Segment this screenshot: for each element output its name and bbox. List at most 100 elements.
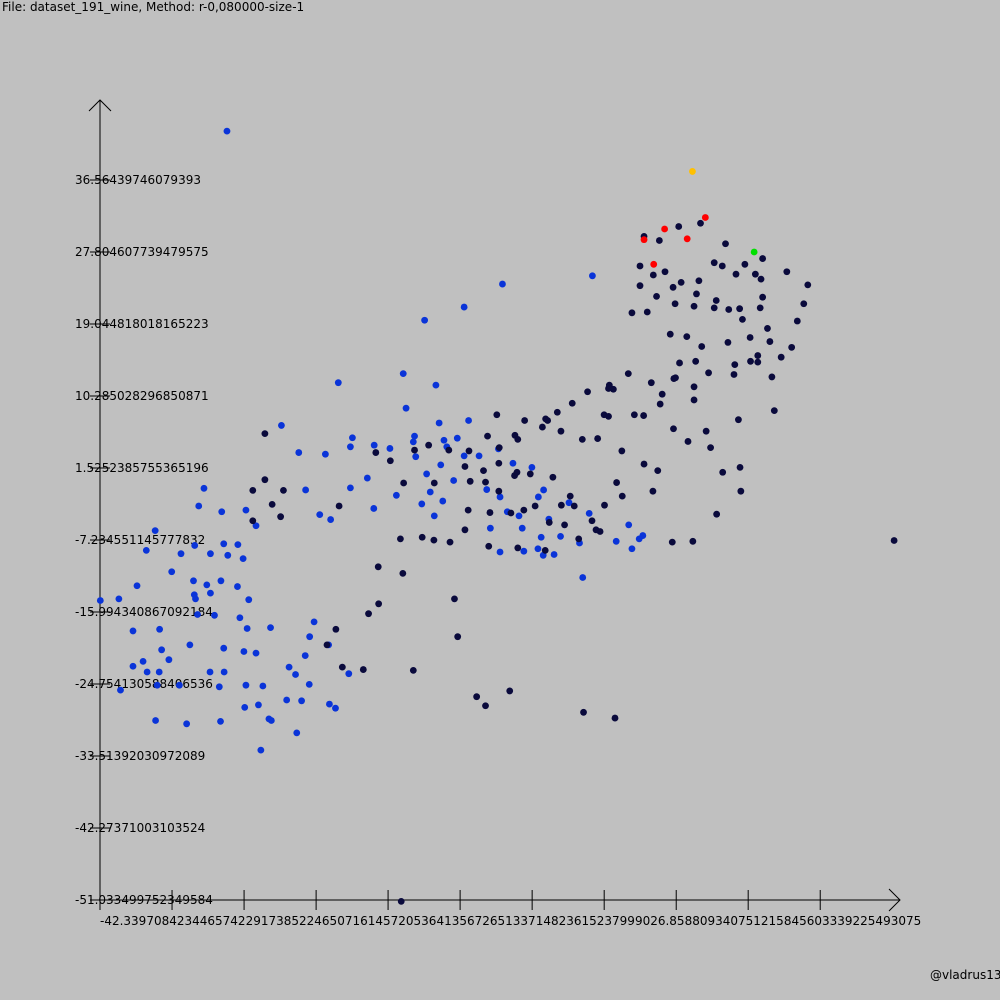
data-point-blue [234, 541, 242, 549]
data-point-navy [707, 444, 714, 452]
data-point-navy [643, 308, 651, 316]
data-point-navy [739, 315, 746, 323]
x-axis-tick-labels: -42.339708423446574229173852246507161457… [100, 914, 921, 928]
data-point-navy [557, 501, 565, 509]
data-point-blue [450, 477, 458, 484]
data-point-blue [133, 582, 141, 590]
data-point-red [661, 225, 669, 233]
data-point-blue [440, 436, 448, 444]
data-point-blue [203, 581, 211, 589]
data-point-navy [461, 463, 469, 470]
file-caption: File: dataset_191_wine, Method: r-0,0800… [2, 0, 305, 14]
data-point-navy [705, 369, 712, 377]
data-point-navy [890, 537, 898, 544]
data-point-navy [683, 333, 691, 341]
data-point-navy [669, 283, 677, 291]
data-point-navy [507, 509, 515, 517]
data-point-navy [495, 459, 503, 467]
data-point-blue [115, 595, 123, 603]
data-point-navy [506, 687, 514, 695]
data-point-blue [217, 577, 225, 585]
data-point-navy [690, 302, 698, 310]
data-point-blue [158, 646, 166, 654]
data-point-blue [421, 316, 429, 324]
data-point-blue [332, 704, 339, 712]
data-point-blue [155, 668, 163, 676]
data-point-blue [499, 280, 506, 288]
data-point-navy [670, 425, 677, 433]
data-point-blue [565, 499, 573, 507]
data-point-blue [298, 697, 305, 705]
data-point-navy [513, 468, 521, 476]
data-point-navy [718, 262, 726, 270]
data-point-blue [430, 512, 438, 520]
data-point-blue [423, 470, 431, 478]
data-point-blue [211, 611, 218, 619]
data-point-navy [719, 468, 727, 476]
data-point-navy [445, 446, 453, 454]
data-point-navy [618, 447, 626, 455]
data-point-blue [152, 717, 159, 724]
data-point-navy [800, 300, 808, 308]
data-point-navy [770, 407, 778, 415]
data-point-navy [261, 430, 269, 438]
data-point-blue [153, 681, 161, 689]
data-point-navy [493, 411, 501, 419]
data-point-navy [596, 528, 604, 535]
data-point-blue [305, 680, 313, 688]
data-point-blue [346, 443, 354, 451]
data-point-blue [399, 370, 407, 378]
data-point-navy [788, 343, 796, 351]
data-point-blue [537, 533, 545, 541]
data-point-navy [486, 509, 494, 516]
x-axis-ticks [99, 890, 821, 910]
data-point-blue [117, 686, 124, 694]
data-point-navy [695, 277, 703, 285]
data-point-navy [605, 412, 612, 420]
data-point-blue [465, 417, 472, 424]
data-point-navy [624, 370, 632, 378]
data-point-blue [143, 668, 151, 676]
data-point-blue [520, 547, 528, 555]
y-tick-label: 27.804607739479575 [75, 245, 209, 259]
data-point-navy [751, 270, 759, 278]
data-point-red [683, 235, 691, 243]
data-point-blue [168, 568, 176, 576]
y-tick-label: 36.56439746079393 [75, 173, 201, 187]
data-point-blue [243, 625, 251, 632]
data-point-blue [334, 379, 342, 387]
data-point-navy [359, 666, 367, 673]
data-point-blue [518, 524, 526, 532]
data-point-blue [220, 644, 228, 652]
data-point-blue [370, 505, 378, 512]
data-point-navy [400, 479, 408, 487]
data-point-blue [215, 683, 223, 691]
data-point-blue [460, 452, 468, 460]
data-point-navy [544, 417, 552, 424]
data-point-navy [430, 479, 438, 487]
data-point-blue [239, 555, 247, 562]
data-point-navy [365, 610, 372, 618]
data-point-navy [557, 427, 565, 435]
data-point-navy [249, 517, 257, 525]
data-point-blue [255, 701, 262, 709]
data-point-blue [418, 500, 426, 508]
data-point-blue [242, 506, 250, 514]
data-point-navy [741, 260, 749, 268]
data-point-blue [496, 548, 504, 556]
data-point-navy [482, 702, 489, 710]
data-point-blue [625, 521, 633, 529]
data-point-navy [580, 708, 587, 716]
data-point-navy [454, 633, 462, 641]
data-point-blue [346, 484, 354, 492]
data-point-navy [666, 330, 674, 338]
data-point-navy [628, 309, 636, 317]
data-point-navy [584, 388, 591, 396]
data-point-blue [283, 696, 291, 704]
data-point-navy [756, 304, 764, 312]
data-point-navy [710, 259, 718, 267]
data-point-blue [550, 551, 558, 558]
data-point-navy [526, 470, 534, 478]
data-point-navy [538, 423, 546, 431]
data-point-blue [402, 404, 410, 412]
